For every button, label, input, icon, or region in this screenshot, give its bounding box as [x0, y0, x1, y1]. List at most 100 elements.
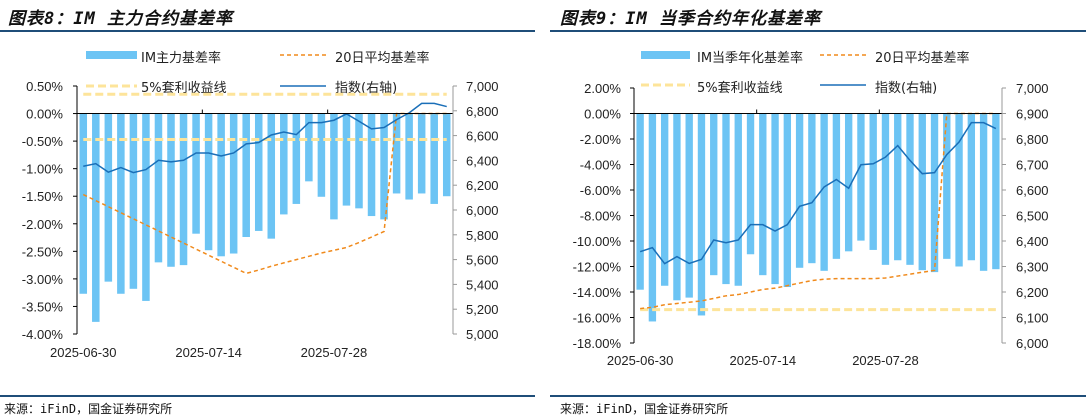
legend-arb-label: 5%套利收益线	[141, 81, 227, 96]
bar	[930, 113, 939, 273]
legend-bar-label: IM主力基差率	[141, 51, 222, 66]
left-tick-label: -12.00%	[573, 260, 622, 275]
bar	[405, 113, 413, 200]
bar	[955, 113, 963, 267]
legend-bar-swatch	[86, 51, 137, 59]
bar	[844, 113, 853, 252]
bar	[869, 113, 877, 250]
title-rule	[550, 30, 1086, 32]
left-tick-label: -1.00%	[22, 162, 64, 177]
legend-avg-label: 20日平均基差率	[875, 51, 970, 66]
right-tick-label: 6,600	[1016, 183, 1049, 198]
bar	[242, 113, 250, 238]
left-tick-label: -4.00%	[580, 158, 622, 173]
right-tick-label: 6,000	[466, 203, 499, 218]
legend-arb-label: 5%套利收益线	[697, 81, 783, 96]
bar	[697, 113, 706, 316]
legend-avg-label: 20日平均基差率	[335, 51, 430, 66]
right-tick-label: 6,800	[1016, 132, 1049, 147]
bar	[894, 113, 902, 261]
right-tick-label: 6,400	[1016, 234, 1049, 249]
bar	[254, 113, 263, 231]
left-tick-label: -8.00%	[580, 209, 622, 224]
bar	[759, 113, 767, 276]
right-tick-label: 6,200	[1016, 285, 1049, 300]
bar	[167, 113, 175, 267]
left-tick-label: -10.00%	[573, 234, 622, 249]
source-note: 来源：iFinD，国金证券研究所	[560, 402, 729, 416]
right-tick-label: 7,000	[466, 79, 499, 94]
bar	[330, 113, 338, 220]
bar	[648, 113, 657, 322]
title-rule	[0, 30, 535, 32]
bar	[906, 113, 914, 265]
right-tick-label: 5,800	[466, 228, 499, 243]
right-tick-label: 6,200	[466, 178, 499, 193]
left-tick-label: -3.50%	[22, 299, 64, 314]
chart-1: 2.00% 0.00% -2.00% -4.00% -6.00% -8.00% -10.00…	[573, 51, 1049, 368]
x-tick-label: 2025-06-30	[50, 345, 117, 360]
bar	[820, 113, 828, 271]
bar	[673, 113, 681, 301]
bar	[179, 113, 188, 266]
chart-title-9: 图表9：IM 当季合约年化基差率	[560, 9, 821, 29]
x-tick-label: 2025-06-30	[607, 353, 674, 368]
bar	[979, 113, 988, 271]
bar	[192, 113, 200, 234]
right-tick-label: 6,800	[466, 104, 499, 119]
bar	[142, 113, 150, 301]
left-tick-label: -6.00%	[580, 183, 622, 198]
x-tick-label: 2025-07-28	[301, 345, 368, 360]
left-tick-label: 0.00%	[26, 107, 63, 122]
right-tick-label: 5,200	[466, 302, 499, 317]
bar	[771, 113, 779, 285]
bar	[685, 113, 693, 298]
bar	[746, 113, 755, 255]
bar	[783, 113, 792, 288]
right-tick-label: 6,600	[466, 129, 499, 144]
left-tick-label: -16.00%	[573, 311, 622, 326]
bar	[832, 113, 841, 259]
bar	[204, 113, 213, 251]
bar	[104, 113, 113, 282]
source-note: 来源：iFinD，国金证券研究所	[4, 402, 173, 416]
avg-basis-line	[640, 112, 996, 310]
bar	[392, 113, 401, 194]
bar	[267, 113, 276, 239]
bar	[881, 113, 890, 265]
chart-0: 0.50% 0.00% -0.50% -1.00% -1.50% -2.00% -2.50%…	[22, 51, 499, 360]
bar	[710, 113, 718, 276]
right-tick-label: 6,300	[1016, 260, 1049, 275]
right-tick-label: 6,900	[1016, 107, 1049, 122]
bar	[992, 113, 1000, 270]
chart-title-8: 图表8：IM 主力合约基差率	[8, 9, 233, 29]
bar	[430, 113, 438, 204]
bar	[305, 113, 313, 182]
source-rule	[0, 395, 535, 397]
right-tick-label: 6,500	[1016, 209, 1049, 224]
left-tick-label: 2.00%	[584, 81, 621, 96]
left-tick-label: -14.00%	[573, 285, 622, 300]
bar	[380, 113, 388, 220]
left-tick-label: -4.00%	[22, 327, 64, 342]
right-tick-label: 5,600	[466, 253, 499, 268]
legend-index-label: 指数(右轴)	[335, 81, 398, 96]
x-tick-label: 2025-07-14	[730, 353, 797, 368]
bar	[154, 113, 163, 263]
bar	[417, 113, 426, 194]
bar	[918, 113, 926, 271]
bar	[660, 113, 669, 286]
bar	[92, 113, 100, 322]
source-rule	[550, 395, 1086, 397]
bar	[808, 113, 816, 264]
bar	[734, 113, 742, 286]
bar	[857, 113, 865, 241]
bar	[636, 113, 644, 290]
right-tick-label: 5,400	[466, 277, 499, 292]
bar	[367, 113, 376, 217]
left-tick-label: -2.00%	[22, 217, 64, 232]
left-tick-label: -3.00%	[22, 272, 64, 287]
index-line	[83, 102, 447, 174]
